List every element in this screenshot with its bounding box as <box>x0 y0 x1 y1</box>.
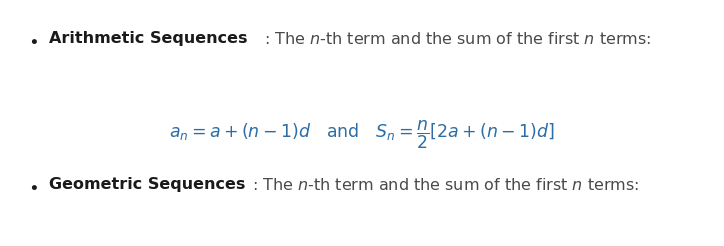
Text: $\bullet$: $\bullet$ <box>28 177 38 195</box>
Text: : The $n$-th term and the sum of the first $n$ terms:: : The $n$-th term and the sum of the fir… <box>264 31 652 47</box>
Text: Arithmetic Sequences: Arithmetic Sequences <box>49 31 248 46</box>
Text: $a_n = a + (n-1)d \quad \mathrm{and} \quad S_n = \dfrac{n}{2}[2a + (n-1)d]$: $a_n = a + (n-1)d \quad \mathrm{and} \qu… <box>169 118 555 151</box>
Text: Geometric Sequences: Geometric Sequences <box>49 177 245 192</box>
Text: : The $n$-th term and the sum of the first $n$ terms:: : The $n$-th term and the sum of the fir… <box>252 177 639 193</box>
Text: $\bullet$: $\bullet$ <box>28 31 38 49</box>
